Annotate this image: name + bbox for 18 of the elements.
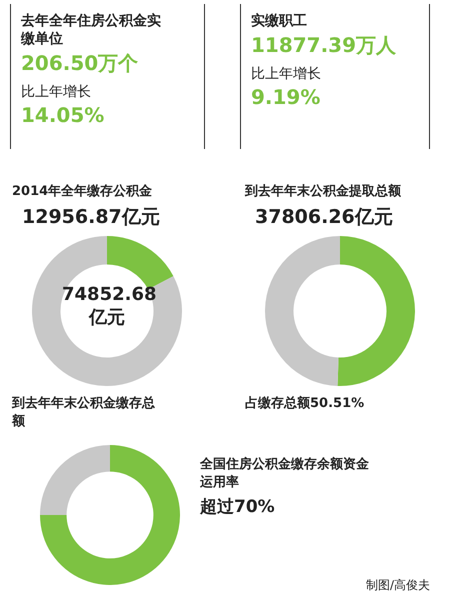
text: 比上年增长 (251, 65, 322, 83)
text: 制图/高俊夫 (366, 577, 430, 594)
text: 占缴存总额50.51% (245, 394, 366, 412)
text: 9.19% (251, 85, 322, 109)
text: 比上年增长 (21, 83, 92, 101)
text: 12956.87亿元 (22, 205, 161, 230)
text: 实缴职工 (251, 12, 308, 30)
text: 去年全年住房公积金实缴单位 (21, 12, 162, 48)
text: 超过70% (200, 496, 276, 518)
chart-title: 到去年年末公积金提取总额 (245, 182, 402, 200)
text: 全国住房公积金缴存余额资金运用率 (200, 456, 370, 491)
text: 11877.39万人 (251, 32, 398, 59)
text: 到去年年末公积金缴存总额 (12, 395, 156, 430)
text: 37806.26亿元 (255, 205, 394, 230)
text: 14.05% (21, 103, 106, 127)
chart-title: 2014年全年缴存公积金 (12, 183, 154, 200)
text: 74852.68亿元 (62, 284, 157, 329)
text: 206.50万个 (21, 50, 140, 77)
